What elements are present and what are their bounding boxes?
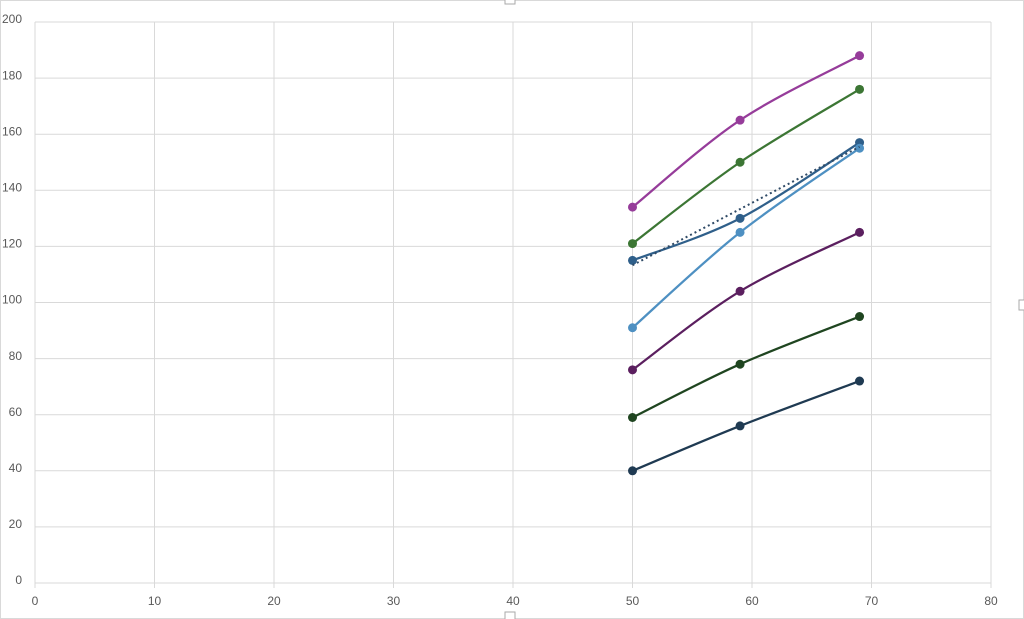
y-tick-label: 120 [2,237,22,251]
x-tick-label: 0 [32,594,39,608]
point [735,213,745,223]
point [628,413,637,423]
grid: 0 20 40 60 80 100 120 140 160 180 200 0 10 20 30 40 50 60… [2,12,998,608]
point [855,312,865,322]
y-tick-label: 200 [2,12,22,26]
y-tick-label: 80 [9,349,23,363]
x-tick-label: 40 [506,594,520,608]
point [735,115,745,125]
resize-handle[interactable] [1018,299,1024,311]
x-tick-label: 60 [745,594,759,608]
point [628,365,637,375]
resize-handle[interactable] [504,611,516,619]
y-tick-label: 140 [2,180,22,194]
y-tick-label: 0 [15,573,22,587]
y-tick-label: 20 [9,517,23,531]
x-tick-label: 30 [387,594,401,608]
x-tick-label: 70 [865,594,879,608]
point [628,323,637,333]
point [735,157,745,167]
y-tick-label: 40 [9,461,23,475]
point [735,421,745,431]
point [855,84,865,94]
point [628,466,637,476]
point [855,51,865,61]
point [628,202,637,212]
y-tick-label: 160 [2,124,22,138]
x-tick-label: 80 [984,594,998,608]
point [628,239,637,249]
plot [628,51,865,476]
y-tick-label: 180 [2,68,22,82]
point [735,286,745,296]
x-tick-label: 10 [148,594,162,608]
point [855,143,865,153]
point [735,227,745,237]
x-tick-label: 50 [626,594,640,608]
trendline [632,145,861,267]
y-tick-label: 100 [2,293,22,307]
resize-handle[interactable] [504,0,516,5]
point [628,255,637,265]
point [855,376,865,386]
y-tick-label: 60 [9,405,23,419]
point [855,227,865,237]
x-tick-label: 20 [267,594,281,608]
point [735,359,745,369]
